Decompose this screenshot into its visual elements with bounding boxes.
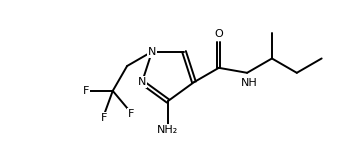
Text: F: F [127, 109, 134, 119]
Text: O: O [215, 29, 223, 39]
Text: NH: NH [240, 78, 257, 88]
Text: N: N [148, 47, 156, 57]
Text: N: N [138, 77, 146, 87]
Text: NH₂: NH₂ [158, 125, 178, 135]
Text: F: F [101, 113, 107, 123]
Text: F: F [83, 86, 89, 96]
